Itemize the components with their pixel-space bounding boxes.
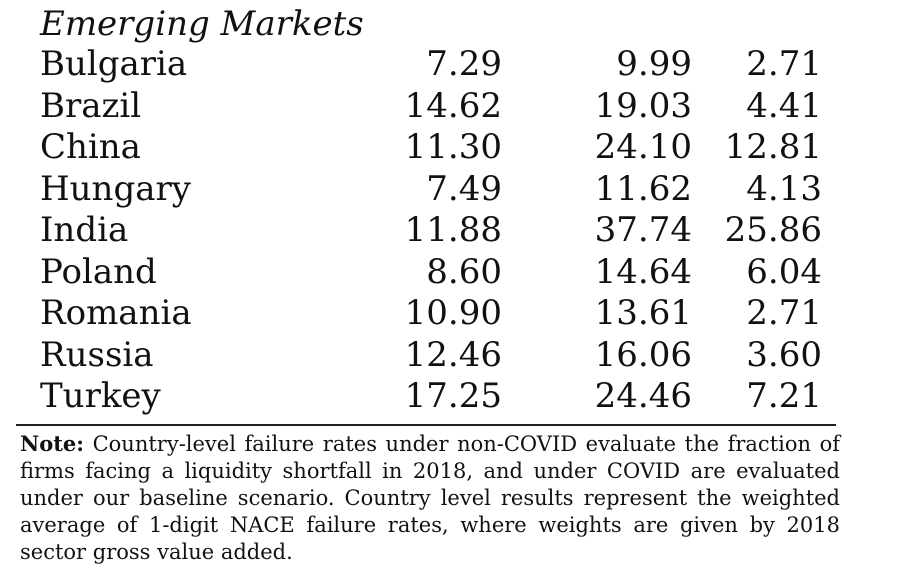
country-name: India (40, 210, 129, 250)
value-cell: 24.46 (594, 376, 692, 416)
table-row: Poland 8.60 14.64 6.04 (0, 252, 915, 294)
value-cell: 12.46 (404, 334, 502, 375)
country-name: Bulgaria (40, 44, 188, 84)
value-cell: 7.49 (426, 168, 502, 209)
value-cell: 10.90 (404, 293, 502, 333)
table-row: Brazil 14.62 19.03 4.41 (0, 86, 915, 128)
value-cell: 11.62 (594, 168, 692, 209)
value-cell: 17.25 (404, 376, 502, 416)
value-cell: 8.60 (426, 251, 502, 292)
value-cell: 16.06 (594, 334, 692, 375)
country-name: Russia (40, 334, 154, 375)
value-cell: 6.04 (746, 251, 822, 292)
table-note: Note: Country-level failure rates under … (20, 430, 840, 566)
value-cell: 11.30 (404, 127, 502, 167)
table-section-title: Emerging Markets (40, 4, 364, 44)
value-cell: 12.81 (724, 127, 822, 167)
value-cell: 9.99 (616, 44, 692, 84)
table-bottom-rule (16, 424, 836, 426)
note-label: Note: (20, 431, 85, 456)
country-name: Brazil (40, 85, 142, 126)
value-cell: 14.64 (594, 251, 692, 292)
note-text: Country-level failure rates under non-CO… (20, 432, 840, 564)
table-row: Russia 12.46 16.06 3.60 (0, 335, 915, 377)
country-name: Turkey (40, 376, 161, 416)
table-body: Bulgaria 7.29 9.99 2.71 Brazil 14.62 19.… (0, 44, 915, 418)
country-name: China (40, 127, 141, 167)
country-name: Romania (40, 293, 192, 333)
value-cell: 13.61 (594, 293, 692, 333)
value-cell: 11.88 (404, 210, 502, 250)
table-row: India 11.88 37.74 25.86 (0, 210, 915, 252)
table-row: Romania 10.90 13.61 2.71 (0, 293, 915, 335)
country-name: Poland (40, 251, 157, 292)
table-row: Bulgaria 7.29 9.99 2.71 (0, 44, 915, 86)
value-cell: 7.29 (426, 44, 502, 84)
value-cell: 4.13 (746, 168, 822, 209)
table-row: Turkey 17.25 24.46 7.21 (0, 376, 915, 418)
table-row: Hungary 7.49 11.62 4.13 (0, 169, 915, 211)
value-cell: 25.86 (724, 210, 822, 250)
value-cell: 7.21 (746, 376, 822, 416)
value-cell: 3.60 (746, 334, 822, 375)
country-name: Hungary (40, 168, 191, 209)
value-cell: 4.41 (746, 85, 822, 126)
table-row: China 11.30 24.10 12.81 (0, 127, 915, 169)
value-cell: 19.03 (594, 85, 692, 126)
value-cell: 2.71 (746, 44, 822, 84)
value-cell: 24.10 (594, 127, 692, 167)
value-cell: 14.62 (404, 85, 502, 126)
value-cell: 2.71 (746, 293, 822, 333)
value-cell: 37.74 (594, 210, 692, 250)
